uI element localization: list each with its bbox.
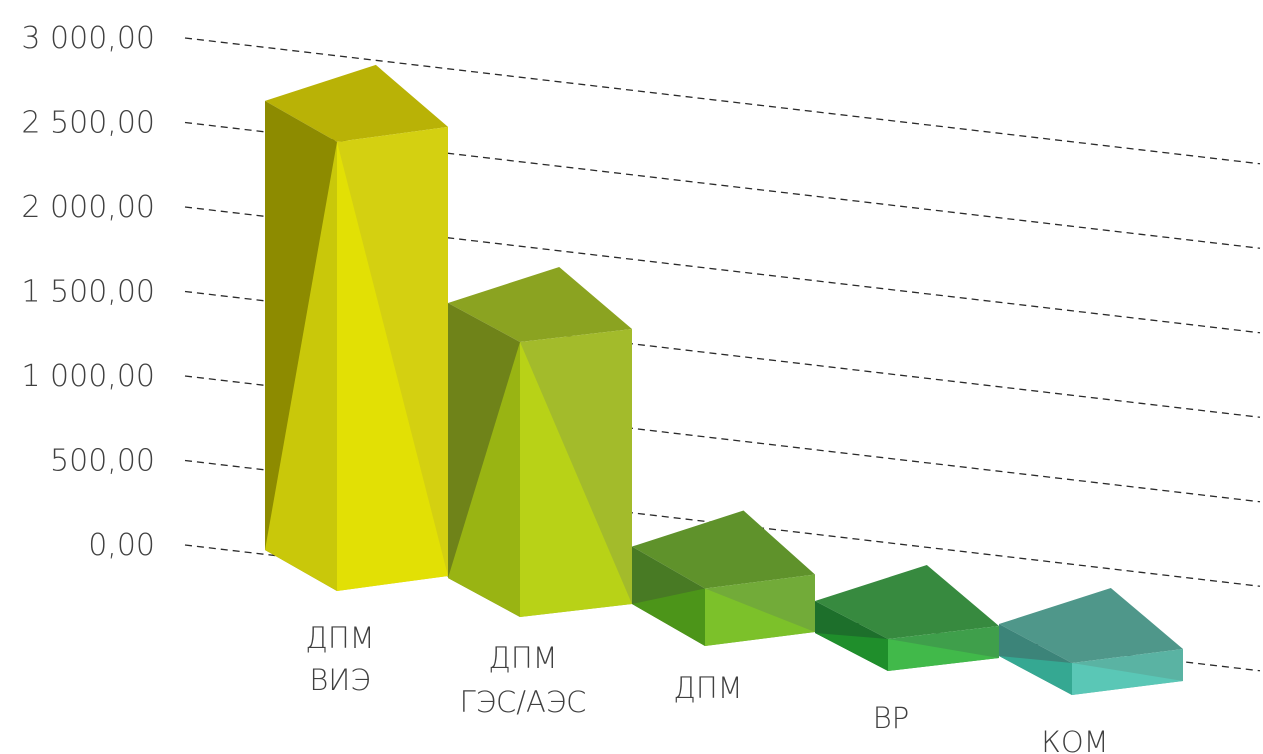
bar-left-highlight (265, 141, 337, 591)
bar-right-highlight (337, 141, 448, 591)
category-label-1: ДПМ ГЭС/АЭС (460, 641, 587, 719)
bar-0 (265, 64, 448, 591)
bar-right-highlight (705, 588, 815, 646)
bar-top-face (815, 565, 999, 639)
bar-top-face (448, 266, 632, 342)
bar-left-highlight (815, 633, 888, 671)
category-label-line: ДПМ (305, 621, 374, 655)
bar-left-highlight (448, 341, 520, 617)
category-label-line: ВИЭ (309, 663, 370, 697)
y-tick-label-2: 1 000,00 (21, 359, 155, 394)
y-tick-label-1: 500,00 (50, 444, 155, 479)
category-label-4: КОМ (1041, 725, 1108, 754)
category-label-line: ГЭС/АЭС (460, 685, 587, 719)
bar-right-highlight (888, 639, 999, 671)
y-tick-label-6: 3 000,00 (21, 21, 155, 56)
y-tick-label-0: 0,00 (88, 528, 155, 563)
bar-4 (999, 588, 1183, 695)
bar-1 (448, 266, 632, 617)
category-label-3: ВР (873, 701, 909, 735)
bar-3 (815, 565, 999, 671)
bar-left-highlight (999, 656, 1072, 695)
category-labels: ДПМ ВИЭ ДПМ ГЭС/АЭС ДПМ ВР КОМ (305, 621, 1108, 754)
bar-2 (632, 510, 815, 646)
category-label-line: КОМ (1041, 725, 1108, 754)
category-label-2: ДПМ (673, 671, 742, 705)
category-label-line: ДПМ (488, 641, 557, 675)
y-tick-label-5: 2 500,00 (21, 106, 155, 141)
category-label-line: ВР (873, 701, 909, 735)
bar-top-face (632, 510, 815, 589)
bar-right-highlight (1072, 663, 1183, 695)
bar-left-highlight (632, 588, 705, 646)
bar-right-highlight (520, 341, 632, 617)
grid-line-6 (184, 37, 1261, 165)
bar-top-face (265, 64, 448, 142)
bar-top-face (999, 588, 1183, 663)
y-tick-label-3: 1 500,00 (21, 275, 155, 310)
bars (265, 64, 1183, 695)
y-tick-label-4: 2 000,00 (21, 190, 155, 225)
category-label-line: ДПМ (673, 671, 742, 705)
category-label-0: ДПМ ВИЭ (305, 621, 374, 697)
y-axis-tick-labels: 0,00 500,00 1 000,00 1 500,00 2 000,00 2 500,… (21, 21, 155, 563)
